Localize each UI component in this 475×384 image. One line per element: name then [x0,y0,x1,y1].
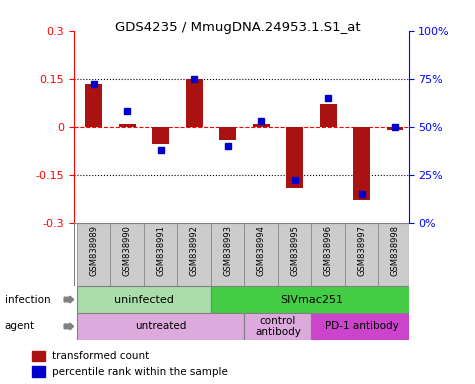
Text: GSM838993: GSM838993 [223,225,232,276]
Bar [312,313,412,340]
FancyBboxPatch shape [178,223,211,286]
Text: PD-1 antibody: PD-1 antibody [325,321,399,331]
FancyBboxPatch shape [278,223,312,286]
Bar [253,124,269,127]
Bar [219,127,236,139]
Text: SIVmac251: SIVmac251 [280,295,343,305]
Bar [77,286,211,313]
FancyBboxPatch shape [211,223,245,286]
FancyBboxPatch shape [77,223,111,286]
Bar [320,104,336,127]
Bar [86,84,102,127]
Text: GSM838990: GSM838990 [123,225,132,276]
Text: GSM838992: GSM838992 [190,225,199,276]
Text: GSM838998: GSM838998 [390,225,399,276]
Bar [186,79,202,127]
Text: GSM838996: GSM838996 [323,225,332,276]
Text: agent: agent [5,321,35,331]
Text: transformed count: transformed count [52,351,149,361]
Bar [286,127,303,187]
Bar [32,351,45,361]
Bar [32,366,45,377]
FancyBboxPatch shape [111,223,144,286]
Text: GSM838989: GSM838989 [89,225,98,276]
Text: GSM838991: GSM838991 [156,225,165,276]
Bar [119,124,135,127]
Bar [152,127,169,144]
Text: untreated: untreated [135,321,186,331]
Text: GSM838994: GSM838994 [256,225,266,276]
Text: uninfected: uninfected [114,295,174,305]
Bar [245,313,312,340]
Bar [77,313,245,340]
Text: control
antibody: control antibody [255,316,301,337]
Text: percentile rank within the sample: percentile rank within the sample [52,366,228,377]
FancyBboxPatch shape [144,223,178,286]
Bar [353,127,370,200]
Bar [211,286,412,313]
Bar [387,127,403,130]
FancyBboxPatch shape [245,223,278,286]
Text: GDS4235 / MmugDNA.24953.1.S1_at: GDS4235 / MmugDNA.24953.1.S1_at [114,21,361,34]
FancyBboxPatch shape [379,223,412,286]
FancyBboxPatch shape [312,223,345,286]
Text: GSM838995: GSM838995 [290,225,299,276]
Text: GSM838997: GSM838997 [357,225,366,276]
FancyBboxPatch shape [345,223,379,286]
Text: infection: infection [5,295,50,305]
